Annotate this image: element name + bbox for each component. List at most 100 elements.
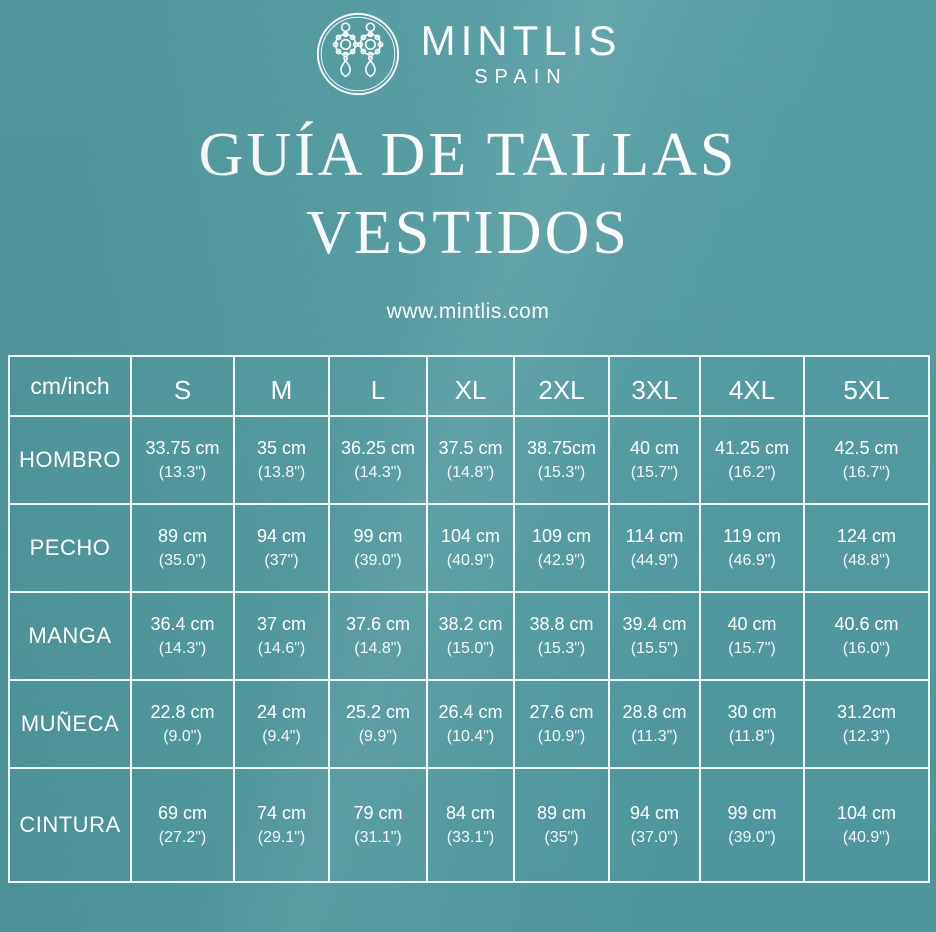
table-row: CINTURA 69 cm (27.2") 74 cm (29.1") 79 cm (31.… [8, 767, 930, 883]
title-line-2: VESTIDOS [306, 199, 630, 268]
measurement-cell: 25.2 cm (9.9") [328, 679, 428, 769]
value-inch: (42.9") [537, 551, 586, 569]
value-inch: (12.3") [842, 727, 891, 745]
size-header-m: M [233, 355, 330, 417]
measurement-label: PECHO [8, 503, 132, 593]
measurement-cell: 89 cm (35.0") [130, 503, 235, 593]
measurement-cell: 94 cm (37") [233, 503, 330, 593]
measurement-cell: 28.8 cm (11.3") [608, 679, 701, 769]
measurement-cell: 37.6 cm (14.8") [328, 591, 428, 681]
value-inch: (16.7") [842, 463, 891, 481]
units-header: cm/inch [8, 355, 132, 417]
value-cm: 94 cm [256, 526, 307, 547]
value-cm: 109 cm [531, 526, 592, 547]
measurement-cell: 26.4 cm (10.4") [426, 679, 515, 769]
measurement-cell: 114 cm (44.9") [608, 503, 701, 593]
brand-subtitle: SPAIN [474, 65, 568, 88]
measurement-cell: 22.8 cm (9.0") [130, 679, 235, 769]
value-cm: 104 cm [836, 803, 897, 824]
measurement-cell: 40 cm (15.7") [608, 415, 701, 505]
brand-text: MINTLIS SPAIN [420, 16, 622, 89]
measurement-cell: 79 cm (31.1") [328, 767, 428, 883]
measurement-cell: 94 cm (37.0") [608, 767, 701, 883]
value-cm: 119 cm [723, 526, 781, 547]
measurement-cell: 40.6 cm (16.0") [803, 591, 930, 681]
size-header-s: S [130, 355, 235, 417]
size-header-l: L [328, 355, 428, 417]
value-cm: 24 cm [256, 702, 307, 723]
measurement-cell: 36.25 cm (14.3") [328, 415, 428, 505]
size-header-xl: XL [426, 355, 515, 417]
value-inch: (15.0") [446, 639, 495, 657]
value-cm: 41.25 cm [714, 438, 790, 459]
measurement-cell: 104 cm (40.9") [426, 503, 515, 593]
measurement-cell: 84 cm (33.1") [426, 767, 515, 883]
value-inch: (44.9") [630, 551, 679, 569]
measurement-label: MUÑECA [8, 679, 132, 769]
value-inch: (33.1") [446, 828, 495, 846]
measurement-label: MANGA [8, 591, 132, 681]
value-cm: 84 cm [445, 803, 496, 824]
value-cm: 27.6 cm [529, 702, 594, 723]
value-cm: 99 cm [353, 526, 403, 547]
value-cm: 69 cm [157, 803, 208, 824]
table-row: MUÑECA 22.8 cm (9.0") 24 cm (9.4") 25.2 cm (9.… [8, 679, 930, 769]
value-cm: 38.2 cm [438, 614, 503, 635]
table-row: MANGA 36.4 cm (14.3") 37 cm (14.6") 37.6 cm (1… [8, 591, 930, 681]
brand-header: MINTLIS SPAIN [0, 0, 936, 102]
value-inch: (13.8") [257, 463, 306, 481]
value-inch: (14.8") [446, 463, 495, 481]
value-inch: (14.8") [354, 639, 402, 657]
table-row: PECHO 89 cm (35.0") 94 cm (37") 99 cm (39.0") 1… [8, 503, 930, 593]
size-header-2xl: 2XL [513, 355, 610, 417]
measurement-cell: 37 cm (14.6") [233, 591, 330, 681]
measurement-cell: 69 cm (27.2") [130, 767, 235, 883]
value-cm: 74 cm [256, 803, 307, 824]
value-cm: 25.2 cm [345, 702, 411, 723]
measurement-cell: 109 cm (42.9") [513, 503, 610, 593]
value-cm: 39.4 cm [622, 614, 687, 635]
website-url: www.mintlis.com [386, 300, 550, 324]
value-cm: 26.4 cm [438, 702, 503, 723]
measurement-cell: 36.4 cm (14.3") [130, 591, 235, 681]
value-cm: 37.5 cm [438, 438, 503, 459]
size-table: cm/inch S M L XL 2XL 3XL 4XL 5XL HOMBRO 3… [8, 355, 930, 883]
value-cm: 37.6 cm [345, 614, 411, 635]
value-inch: (11.8") [728, 727, 776, 745]
value-cm: 33.75 cm [145, 438, 220, 459]
value-inch: (48.8") [842, 551, 891, 569]
measurement-cell: 41.25 cm (16.2") [699, 415, 805, 505]
value-cm: 37 cm [256, 614, 307, 635]
measurement-cell: 24 cm (9.4") [233, 679, 330, 769]
measurement-cell: 30 cm (11.8") [699, 679, 805, 769]
value-cm: 40 cm [629, 438, 680, 459]
value-cm: 79 cm [353, 803, 403, 824]
size-header-5xl: 5XL [803, 355, 930, 417]
value-inch: (40.9") [446, 551, 495, 569]
value-cm: 40.6 cm [834, 614, 899, 635]
measurement-label: CINTURA [8, 767, 132, 883]
measurement-cell: 38.8 cm (15.3") [513, 591, 610, 681]
value-inch: (16.0") [842, 639, 891, 657]
measurement-cell: 104 cm (40.9") [803, 767, 930, 883]
value-inch: (10.4") [446, 727, 495, 745]
value-inch: (40.9") [842, 828, 891, 846]
value-inch: (10.9") [537, 727, 586, 745]
measurement-cell: 99 cm (39.0") [699, 767, 805, 883]
title-line-1: GUÍA DE TALLAS [198, 121, 738, 189]
measurement-cell: 35 cm (13.8") [233, 415, 330, 505]
value-inch: (31.1") [354, 828, 402, 846]
value-cm: 36.4 cm [150, 614, 215, 635]
value-inch: (39.0") [354, 551, 402, 569]
brand-name: MINTLIS [420, 16, 622, 64]
value-cm: 35 cm [256, 438, 307, 459]
value-cm: 38.75cm [526, 438, 597, 459]
measurement-cell: 89 cm (35") [513, 767, 610, 883]
measurement-cell: 124 cm (48.8") [803, 503, 930, 593]
value-cm: 38.8 cm [529, 614, 594, 635]
value-inch: (15.3") [537, 639, 586, 657]
value-cm: 94 cm [629, 803, 680, 824]
measurement-cell: 119 cm (46.9") [699, 503, 805, 593]
value-cm: 89 cm [536, 803, 587, 824]
